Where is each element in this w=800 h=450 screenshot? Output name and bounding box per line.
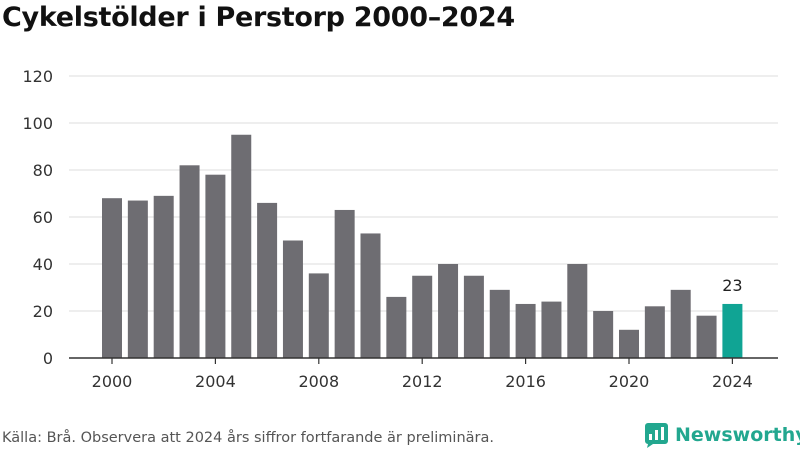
bar-2016: [515, 303, 536, 358]
y-tick-label-60: 60: [33, 208, 53, 227]
bar-2019: [593, 311, 614, 358]
bar-2023: [696, 315, 717, 358]
y-tick-label-80: 80: [33, 161, 53, 180]
bar-2004: [205, 174, 226, 358]
bar-2017: [541, 301, 562, 358]
bar-2006: [257, 202, 278, 358]
newsworthy-logo-icon: [645, 422, 668, 448]
y-tick-label-40: 40: [33, 255, 53, 274]
bar-2021: [644, 306, 665, 358]
bar-2002: [153, 195, 174, 358]
x-tick-label-2024: 2024: [712, 372, 753, 391]
bar-2005: [231, 134, 252, 358]
bar-2015: [489, 289, 510, 358]
newsworthy-logo: Newsworthy: [645, 420, 800, 450]
data-labels: 23: [722, 276, 742, 295]
bar-chart: 0 20 40 60 80 100 120 2000 2004 2008 2012 2016 2020…: [22, 67, 778, 391]
bar-2009: [334, 209, 355, 358]
x-tick-label-2016: 2016: [505, 372, 546, 391]
y-tick-label-20: 20: [33, 302, 53, 321]
bar-2010: [360, 233, 381, 358]
bar-2014: [463, 275, 484, 358]
y-tick-label-100: 100: [22, 114, 53, 133]
x-tick-label-2004: 2004: [195, 372, 236, 391]
source-note: Källa: Brå. Observera att 2024 års siffr…: [2, 430, 494, 446]
x-tick-label-2020: 2020: [609, 372, 650, 391]
bar-2020: [619, 329, 639, 358]
x-tick-label-2000: 2000: [92, 372, 133, 391]
x-axis-ticks: 2000 2004 2008 2012 2016 2020 2024: [92, 358, 753, 391]
bar-2001: [127, 200, 148, 358]
data-label-2024: 23: [722, 276, 742, 295]
y-tick-label-120: 120: [22, 67, 53, 86]
bar-2018: [567, 264, 588, 358]
x-tick-label-2008: 2008: [298, 372, 339, 391]
bar-2007: [282, 240, 303, 358]
chart-title: Cykelstölder i Perstorp 2000–2024: [2, 2, 515, 33]
bar-2000: [102, 198, 122, 358]
bar-2011: [386, 296, 407, 358]
bar-2012: [412, 275, 433, 358]
bar-2003: [179, 165, 200, 358]
bar-2024: [722, 303, 743, 358]
bar-2022: [670, 289, 691, 358]
bar-2013: [438, 264, 459, 358]
newsworthy-logo-text: Newsworthy: [675, 424, 800, 446]
x-tick-label-2012: 2012: [402, 372, 443, 391]
y-axis-ticks: 0 20 40 60 80 100 120: [22, 67, 53, 368]
bars: [102, 134, 743, 358]
y-tick-label-0: 0: [43, 349, 53, 368]
bar-2008: [308, 273, 329, 358]
